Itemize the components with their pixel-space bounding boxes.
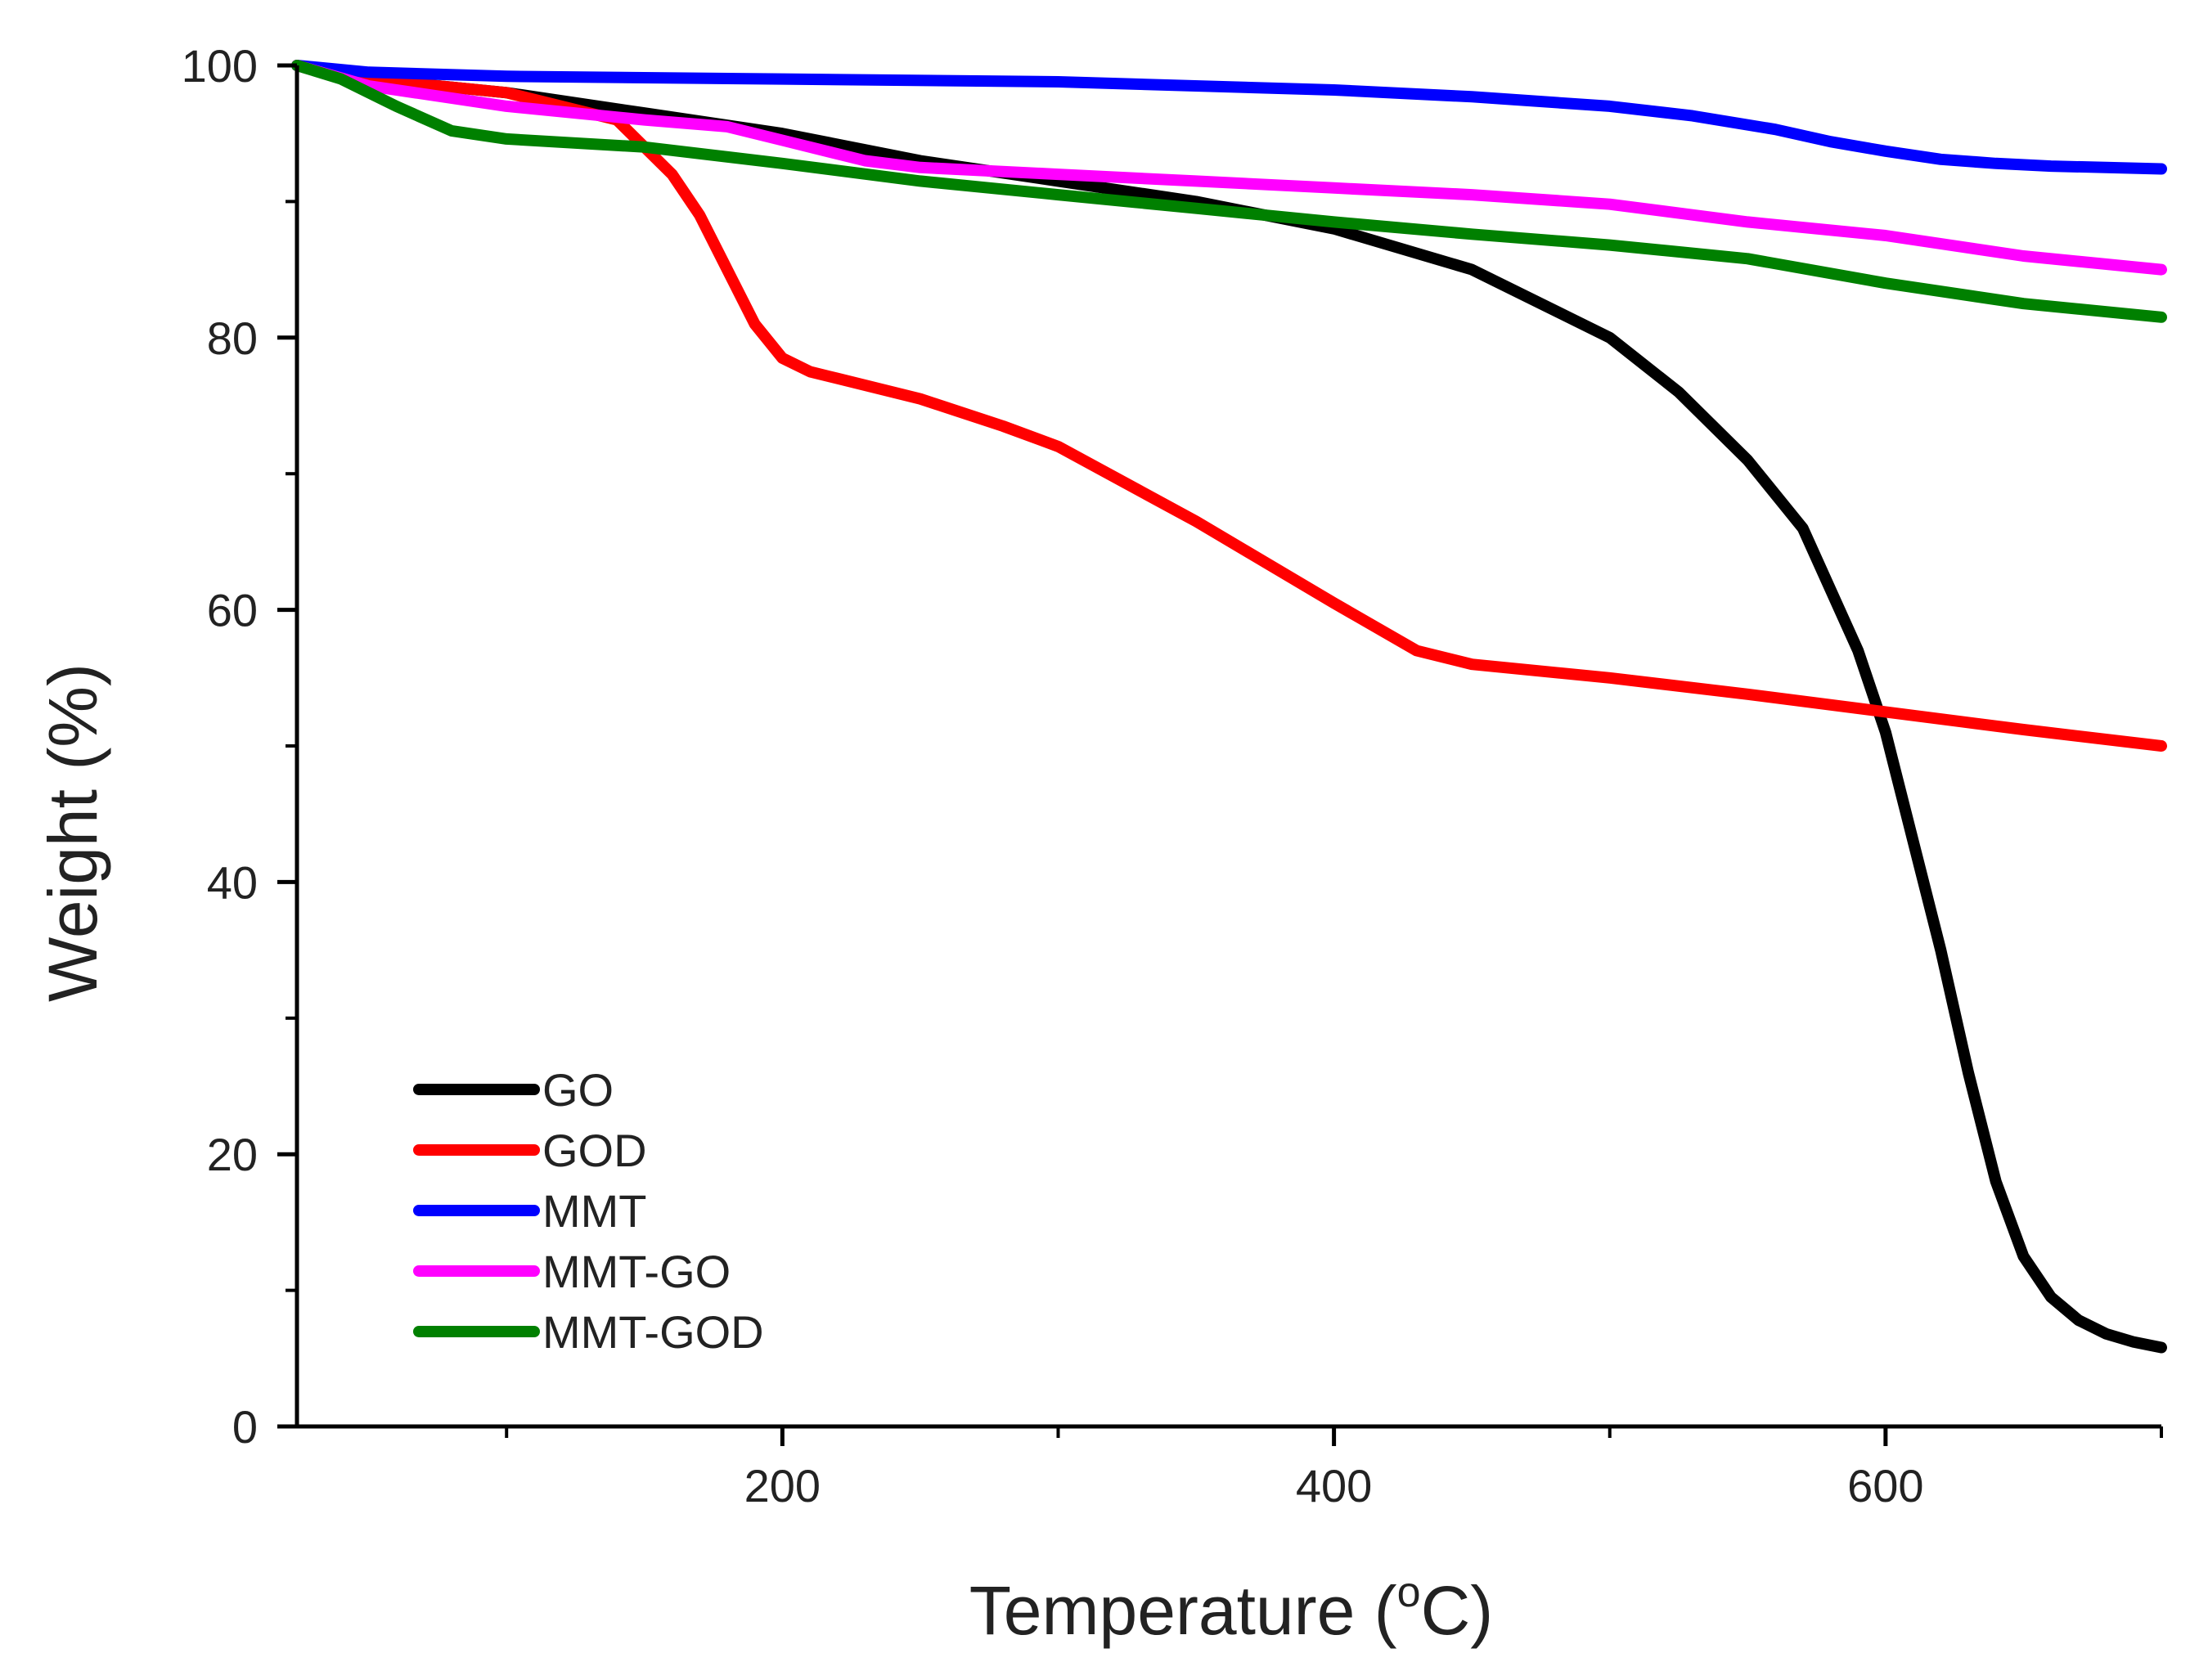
x-axis-title: Temperature (oC)	[969, 1569, 1493, 1649]
y-axis-title: Weight (%)	[34, 663, 111, 1002]
series-line-mmt	[291, 60, 2167, 175]
y-tick-label: 80	[207, 312, 258, 364]
series-line-god	[291, 60, 2167, 752]
x-tick-label: 600	[1847, 1460, 1923, 1512]
y-tick-label: 20	[207, 1129, 258, 1180]
legend-label-mmt-god: MMT-GOD	[542, 1306, 764, 1358]
legend: GO GOD MMT MMT-GO MMT-GOD	[413, 1064, 764, 1358]
series-line-go	[291, 60, 2167, 1354]
series-layer	[291, 60, 2167, 1354]
x-axis-title-unit: C)	[1421, 1572, 1494, 1649]
legend-label-mmt-go: MMT-GO	[542, 1246, 731, 1297]
legend-label-go: GO	[542, 1064, 614, 1116]
series-line-mmt-go	[291, 60, 2167, 276]
y-tick-label: 60	[207, 585, 258, 636]
ticks-layer: 0 20 40 60 80 100 200 400 600	[182, 40, 2163, 1512]
legend-label-god: GOD	[542, 1125, 647, 1176]
x-axis-title-main: Temperature (	[969, 1572, 1397, 1649]
y-tick-label: 0	[232, 1401, 258, 1453]
y-tick-label: 100	[182, 40, 258, 92]
x-axis-title-degree: o	[1397, 1569, 1421, 1616]
legend-label-mmt: MMT	[542, 1185, 647, 1237]
series-line-mmt-god	[291, 60, 2167, 323]
x-tick-label: 200	[744, 1460, 821, 1512]
x-tick-label: 400	[1296, 1460, 1372, 1512]
y-tick-label: 40	[207, 856, 258, 908]
